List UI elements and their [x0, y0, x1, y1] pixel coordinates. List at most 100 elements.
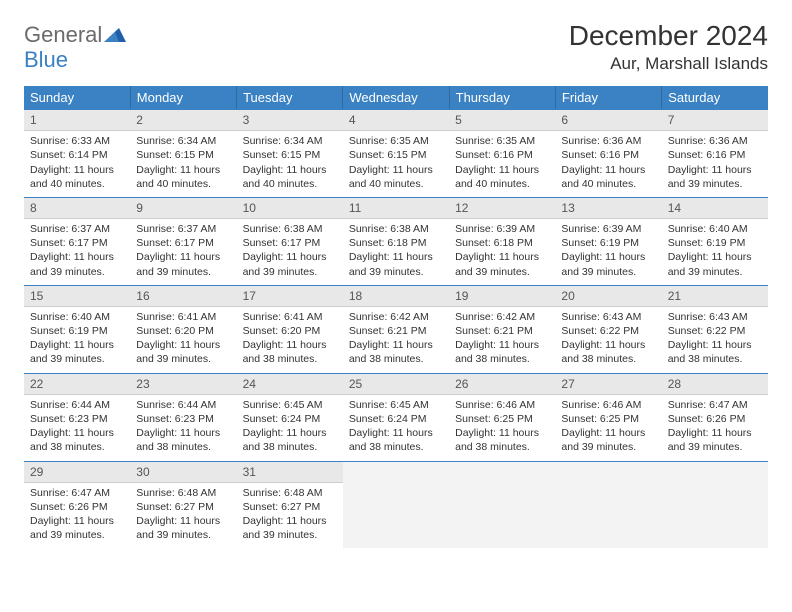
- sunset-line: Sunset: 6:20 PM: [136, 324, 230, 338]
- sunrise-line: Sunrise: 6:46 AM: [455, 398, 549, 412]
- day-number: 9: [130, 197, 236, 219]
- sunrise-line: Sunrise: 6:38 AM: [243, 222, 337, 236]
- daylight-line: Daylight: 11 hours and 39 minutes.: [30, 514, 124, 542]
- empty-cell: [343, 461, 449, 549]
- calendar-day: 7Sunrise: 6:36 AMSunset: 6:16 PMDaylight…: [662, 109, 768, 197]
- day-body: Sunrise: 6:39 AMSunset: 6:19 PMDaylight:…: [555, 219, 661, 285]
- calendar-day: 26Sunrise: 6:46 AMSunset: 6:25 PMDayligh…: [449, 373, 555, 461]
- day-body: Sunrise: 6:44 AMSunset: 6:23 PMDaylight:…: [24, 395, 130, 461]
- sunrise-line: Sunrise: 6:39 AM: [561, 222, 655, 236]
- calendar-day: 21Sunrise: 6:43 AMSunset: 6:22 PMDayligh…: [662, 285, 768, 373]
- day-body: Sunrise: 6:35 AMSunset: 6:16 PMDaylight:…: [449, 131, 555, 197]
- calendar-day: 16Sunrise: 6:41 AMSunset: 6:20 PMDayligh…: [130, 285, 236, 373]
- day-body: Sunrise: 6:43 AMSunset: 6:22 PMDaylight:…: [662, 307, 768, 373]
- day-body: Sunrise: 6:34 AMSunset: 6:15 PMDaylight:…: [237, 131, 343, 197]
- day-number: 18: [343, 285, 449, 307]
- sunset-line: Sunset: 6:14 PM: [30, 148, 124, 162]
- weekday-header: Saturday: [662, 86, 768, 109]
- sunset-line: Sunset: 6:21 PM: [349, 324, 443, 338]
- daylight-line: Daylight: 11 hours and 39 minutes.: [349, 250, 443, 278]
- sunrise-line: Sunrise: 6:40 AM: [30, 310, 124, 324]
- sunrise-line: Sunrise: 6:44 AM: [136, 398, 230, 412]
- daylight-line: Daylight: 11 hours and 40 minutes.: [30, 163, 124, 191]
- day-body: Sunrise: 6:35 AMSunset: 6:15 PMDaylight:…: [343, 131, 449, 197]
- day-body: Sunrise: 6:40 AMSunset: 6:19 PMDaylight:…: [662, 219, 768, 285]
- day-body: Sunrise: 6:38 AMSunset: 6:18 PMDaylight:…: [343, 219, 449, 285]
- day-body: Sunrise: 6:44 AMSunset: 6:23 PMDaylight:…: [130, 395, 236, 461]
- calendar-day: 12Sunrise: 6:39 AMSunset: 6:18 PMDayligh…: [449, 197, 555, 285]
- day-body: Sunrise: 6:33 AMSunset: 6:14 PMDaylight:…: [24, 131, 130, 197]
- daylight-line: Daylight: 11 hours and 38 minutes.: [668, 338, 762, 366]
- header: General Blue December 2024 Aur, Marshall…: [24, 20, 768, 74]
- sunset-line: Sunset: 6:16 PM: [561, 148, 655, 162]
- calendar-day: 9Sunrise: 6:37 AMSunset: 6:17 PMDaylight…: [130, 197, 236, 285]
- day-number: 14: [662, 197, 768, 219]
- sunset-line: Sunset: 6:26 PM: [30, 500, 124, 514]
- sunset-line: Sunset: 6:15 PM: [243, 148, 337, 162]
- daylight-line: Daylight: 11 hours and 38 minutes.: [349, 338, 443, 366]
- calendar-row: 8Sunrise: 6:37 AMSunset: 6:17 PMDaylight…: [24, 197, 768, 285]
- sunrise-line: Sunrise: 6:37 AM: [136, 222, 230, 236]
- calendar-day: 28Sunrise: 6:47 AMSunset: 6:26 PMDayligh…: [662, 373, 768, 461]
- calendar-day: 17Sunrise: 6:41 AMSunset: 6:20 PMDayligh…: [237, 285, 343, 373]
- logo-triangle-icon: [104, 28, 126, 42]
- location: Aur, Marshall Islands: [569, 54, 768, 74]
- sunset-line: Sunset: 6:19 PM: [561, 236, 655, 250]
- empty-cell: [449, 461, 555, 549]
- day-number: 17: [237, 285, 343, 307]
- daylight-line: Daylight: 11 hours and 40 minutes.: [561, 163, 655, 191]
- sunrise-line: Sunrise: 6:46 AM: [561, 398, 655, 412]
- daylight-line: Daylight: 11 hours and 39 minutes.: [136, 338, 230, 366]
- sunrise-line: Sunrise: 6:42 AM: [349, 310, 443, 324]
- day-number: 28: [662, 373, 768, 395]
- day-body: Sunrise: 6:34 AMSunset: 6:15 PMDaylight:…: [130, 131, 236, 197]
- calendar-day: 2Sunrise: 6:34 AMSunset: 6:15 PMDaylight…: [130, 109, 236, 197]
- calendar-day: 20Sunrise: 6:43 AMSunset: 6:22 PMDayligh…: [555, 285, 661, 373]
- sunset-line: Sunset: 6:17 PM: [30, 236, 124, 250]
- calendar-day: 29Sunrise: 6:47 AMSunset: 6:26 PMDayligh…: [24, 461, 130, 549]
- day-number: 6: [555, 109, 661, 131]
- logo-blue: Blue: [24, 47, 68, 72]
- day-number: 23: [130, 373, 236, 395]
- daylight-line: Daylight: 11 hours and 38 minutes.: [30, 426, 124, 454]
- calendar-day: 24Sunrise: 6:45 AMSunset: 6:24 PMDayligh…: [237, 373, 343, 461]
- weekday-header-row: SundayMondayTuesdayWednesdayThursdayFrid…: [24, 86, 768, 109]
- day-number: 24: [237, 373, 343, 395]
- sunset-line: Sunset: 6:23 PM: [136, 412, 230, 426]
- daylight-line: Daylight: 11 hours and 40 minutes.: [136, 163, 230, 191]
- daylight-line: Daylight: 11 hours and 39 minutes.: [30, 338, 124, 366]
- calendar-day: 4Sunrise: 6:35 AMSunset: 6:15 PMDaylight…: [343, 109, 449, 197]
- weekday-header: Sunday: [24, 86, 130, 109]
- daylight-line: Daylight: 11 hours and 39 minutes.: [243, 514, 337, 542]
- sunset-line: Sunset: 6:19 PM: [668, 236, 762, 250]
- sunrise-line: Sunrise: 6:39 AM: [455, 222, 549, 236]
- weekday-header: Thursday: [449, 86, 555, 109]
- daylight-line: Daylight: 11 hours and 39 minutes.: [455, 250, 549, 278]
- sunrise-line: Sunrise: 6:44 AM: [30, 398, 124, 412]
- day-body: Sunrise: 6:41 AMSunset: 6:20 PMDaylight:…: [237, 307, 343, 373]
- sunset-line: Sunset: 6:17 PM: [136, 236, 230, 250]
- calendar-day: 23Sunrise: 6:44 AMSunset: 6:23 PMDayligh…: [130, 373, 236, 461]
- calendar-day: 11Sunrise: 6:38 AMSunset: 6:18 PMDayligh…: [343, 197, 449, 285]
- calendar-day: 25Sunrise: 6:45 AMSunset: 6:24 PMDayligh…: [343, 373, 449, 461]
- sunset-line: Sunset: 6:21 PM: [455, 324, 549, 338]
- calendar-row: 29Sunrise: 6:47 AMSunset: 6:26 PMDayligh…: [24, 461, 768, 549]
- daylight-line: Daylight: 11 hours and 38 minutes.: [349, 426, 443, 454]
- day-body: Sunrise: 6:43 AMSunset: 6:22 PMDaylight:…: [555, 307, 661, 373]
- weekday-header: Wednesday: [343, 86, 449, 109]
- weekday-header: Tuesday: [237, 86, 343, 109]
- day-number: 31: [237, 461, 343, 483]
- day-number: 25: [343, 373, 449, 395]
- calendar-day: 5Sunrise: 6:35 AMSunset: 6:16 PMDaylight…: [449, 109, 555, 197]
- calendar-table: SundayMondayTuesdayWednesdayThursdayFrid…: [24, 86, 768, 548]
- sunrise-line: Sunrise: 6:33 AM: [30, 134, 124, 148]
- sunset-line: Sunset: 6:27 PM: [243, 500, 337, 514]
- sunrise-line: Sunrise: 6:38 AM: [349, 222, 443, 236]
- day-number: 19: [449, 285, 555, 307]
- sunset-line: Sunset: 6:22 PM: [561, 324, 655, 338]
- sunrise-line: Sunrise: 6:41 AM: [136, 310, 230, 324]
- sunrise-line: Sunrise: 6:48 AM: [243, 486, 337, 500]
- sunset-line: Sunset: 6:25 PM: [455, 412, 549, 426]
- sunrise-line: Sunrise: 6:34 AM: [243, 134, 337, 148]
- sunset-line: Sunset: 6:18 PM: [455, 236, 549, 250]
